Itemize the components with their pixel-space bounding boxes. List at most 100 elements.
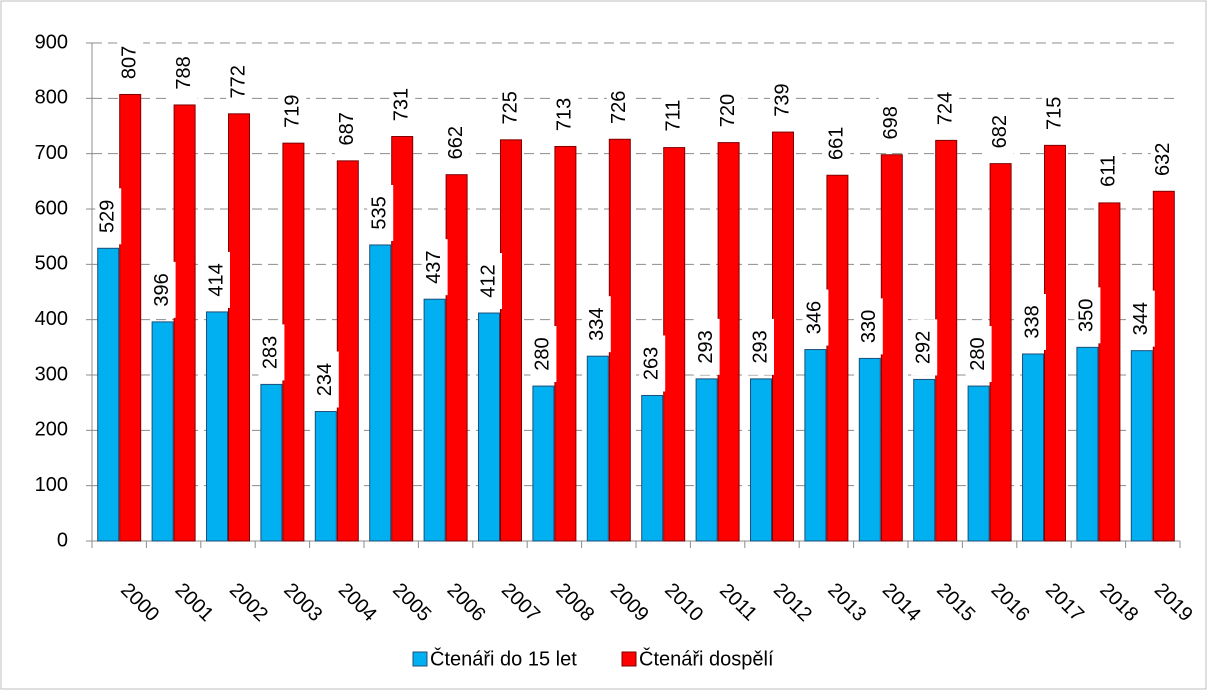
data-label: 414 xyxy=(205,263,227,296)
bar xyxy=(1098,202,1121,542)
data-label-bg xyxy=(204,251,230,308)
data-label-bg xyxy=(552,86,579,143)
data-label-bg xyxy=(1042,85,1068,142)
data-label: 338 xyxy=(1021,305,1043,338)
data-label-bg xyxy=(443,114,470,171)
data-label: 234 xyxy=(314,363,336,396)
data-label: 632 xyxy=(1152,143,1174,176)
bar xyxy=(445,174,468,542)
data-label-bg xyxy=(149,261,176,318)
bar xyxy=(336,160,359,542)
bar xyxy=(423,298,446,542)
data-label: 731 xyxy=(390,88,412,121)
data-label: 293 xyxy=(749,330,771,363)
data-label-bg xyxy=(312,351,339,408)
bar xyxy=(826,174,849,542)
data-label-bg xyxy=(117,34,144,91)
data-label: 263 xyxy=(640,347,662,380)
data-label-bg xyxy=(965,326,992,383)
data-label: 283 xyxy=(260,336,282,369)
data-label-bg xyxy=(693,318,720,375)
data-label-bg xyxy=(878,94,905,151)
y-tick-label: 900 xyxy=(35,31,68,53)
bar xyxy=(695,378,718,542)
data-label: 344 xyxy=(1130,302,1152,335)
y-tick-label: 0 xyxy=(57,529,68,551)
legend-swatch xyxy=(621,651,637,667)
y-tick-label: 100 xyxy=(35,474,68,496)
data-label: 724 xyxy=(934,92,956,125)
bar xyxy=(1076,346,1099,542)
bar xyxy=(772,131,794,542)
data-label: 788 xyxy=(173,56,195,89)
bar xyxy=(717,142,740,542)
bar xyxy=(1044,144,1066,542)
bar xyxy=(1130,350,1153,542)
data-label: 662 xyxy=(445,126,467,159)
bar xyxy=(608,138,631,542)
bar xyxy=(260,383,283,542)
data-label-bg xyxy=(1096,142,1123,199)
data-label: 412 xyxy=(477,264,499,297)
bar xyxy=(1152,190,1175,542)
bar xyxy=(989,163,1012,542)
data-label-bg xyxy=(802,289,829,346)
data-label: 726 xyxy=(608,91,630,124)
bar xyxy=(750,378,772,542)
bar xyxy=(858,357,881,542)
bar xyxy=(913,378,936,542)
data-label-bg xyxy=(421,239,448,296)
bar xyxy=(663,147,686,542)
data-label-bg xyxy=(171,44,198,101)
data-label-bg xyxy=(530,326,557,383)
data-label: 330 xyxy=(858,310,880,343)
legend-label: Čtenáři dospělí xyxy=(639,647,774,670)
data-label-bg xyxy=(1128,290,1155,347)
data-label: 350 xyxy=(1076,299,1098,332)
bar xyxy=(119,93,142,542)
data-label: 698 xyxy=(880,106,902,139)
bar xyxy=(804,349,827,542)
bar xyxy=(500,139,522,542)
data-label-bg xyxy=(280,83,307,140)
data-label-bg xyxy=(498,79,524,136)
data-label-bg xyxy=(770,72,796,129)
data-label: 346 xyxy=(804,301,826,334)
data-label-bg xyxy=(748,318,774,375)
bar xyxy=(282,142,305,542)
data-label: 739 xyxy=(771,83,793,116)
data-label: 719 xyxy=(282,94,304,127)
bar xyxy=(532,385,555,542)
data-label-bg xyxy=(226,53,252,110)
data-label: 661 xyxy=(826,127,848,160)
bar xyxy=(586,355,609,542)
data-label-bg xyxy=(584,296,611,353)
data-label-bg xyxy=(1150,131,1177,188)
y-tick-label: 600 xyxy=(35,197,68,219)
data-label: 720 xyxy=(717,94,739,127)
bar xyxy=(151,321,174,542)
bar xyxy=(97,247,120,542)
bar xyxy=(967,385,990,542)
data-label: 711 xyxy=(662,100,684,132)
data-label: 280 xyxy=(532,337,554,370)
data-label-bg xyxy=(661,87,688,144)
data-label-bg xyxy=(258,324,285,381)
data-label: 535 xyxy=(368,196,390,229)
data-label-bg xyxy=(367,184,394,241)
data-label: 611 xyxy=(1098,155,1120,187)
y-tick-label: 700 xyxy=(35,142,68,164)
data-label: 807 xyxy=(118,46,140,79)
data-label: 437 xyxy=(423,251,445,284)
data-label-bg xyxy=(987,103,1014,160)
data-label: 715 xyxy=(1043,97,1065,130)
data-label: 713 xyxy=(554,98,576,131)
data-label: 334 xyxy=(586,307,608,340)
bar xyxy=(641,394,664,542)
data-label-bg xyxy=(606,79,633,136)
y-tick-label: 200 xyxy=(35,419,68,441)
data-label-bg xyxy=(1020,293,1046,350)
bar xyxy=(391,136,414,542)
